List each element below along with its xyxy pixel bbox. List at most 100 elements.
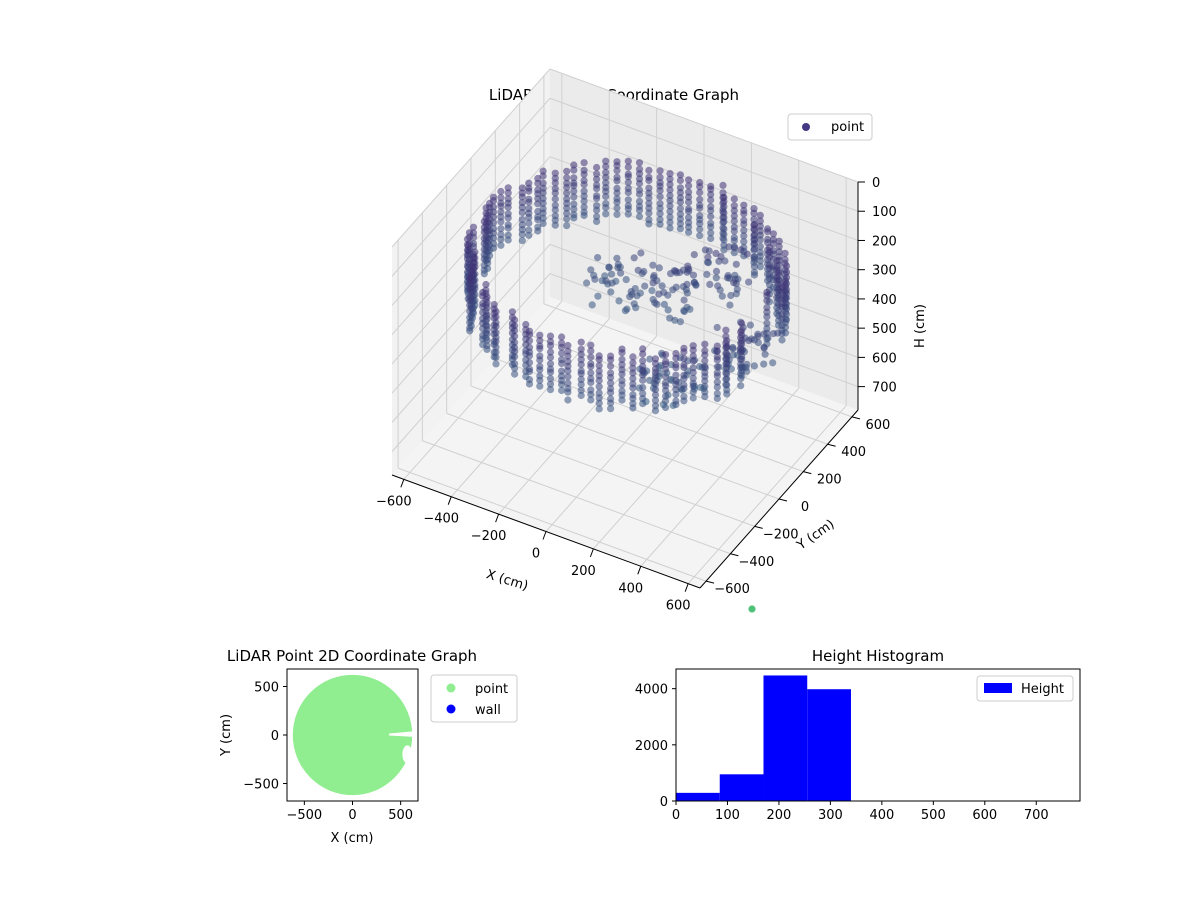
chart-3d-point (480, 270, 488, 278)
chart-3d-point (672, 283, 680, 291)
chart-3d-point (641, 282, 649, 290)
chart-3d-point (696, 220, 704, 228)
chart-3d-point (680, 375, 688, 383)
chart-3d-point (740, 232, 748, 240)
chart-3d-point (497, 202, 505, 210)
chart-3d-point (580, 181, 588, 189)
axis-x-tick-label: 400 (618, 581, 643, 596)
chart-3d-point (707, 229, 715, 237)
chart-3d-point (510, 370, 519, 378)
axis-x-tick (447, 496, 452, 505)
chart-3d-point (633, 292, 641, 300)
chart-histogram-xtick-label: 200 (767, 808, 792, 823)
chart-3d-point (607, 373, 615, 382)
chart-3d-point (782, 262, 791, 270)
axis-x-tick-label: −400 (423, 512, 459, 527)
chart-3d-point (689, 374, 697, 382)
chart-3d-point (525, 213, 533, 221)
chart-3d-point (639, 350, 647, 358)
chart-3d-point (563, 174, 571, 182)
chart-3d-point (618, 370, 626, 378)
chart-3d-point (689, 357, 697, 365)
chart-3d-point (723, 381, 731, 389)
grid-z-back (549, 214, 859, 329)
chart-3d-point (558, 333, 566, 341)
chart-2d-ytick-label: 0 (271, 729, 279, 744)
chart-3d-point (750, 221, 759, 229)
chart-2d-ticks: −500 0 500 −500 0 500 (243, 680, 413, 823)
chart-3d-point (701, 363, 709, 371)
grid-z-back (549, 68, 859, 183)
chart-3d-point (587, 369, 595, 377)
chart-3d-point (712, 267, 721, 275)
chart-3d-point (587, 390, 595, 399)
chart-3d-point (539, 179, 547, 187)
grid-z-left (391, 273, 551, 452)
chart-3d-point (508, 308, 516, 316)
chart-3d-point (720, 197, 728, 205)
grid-y-floor (495, 358, 804, 473)
axis-z-tick-label: 700 (872, 381, 897, 396)
chart-3d-point (563, 204, 571, 212)
chart-3d-point (651, 407, 660, 415)
chart-3d-point (536, 331, 544, 339)
chart-3d-point (730, 279, 738, 287)
chart-3d-point (720, 225, 728, 233)
chart-3d-point (696, 183, 704, 191)
chart-3d-point (539, 189, 547, 197)
chart-3d-point (685, 223, 693, 231)
chart-3d-point (756, 211, 764, 219)
chart-3d-point (760, 360, 768, 368)
chart-3d-point (483, 298, 491, 307)
chart-3d-point (696, 225, 704, 233)
chart-3d-point (666, 186, 674, 194)
chart-3d-point (605, 263, 613, 271)
chart-3d-point (510, 338, 519, 346)
chart-3d-point (570, 205, 578, 213)
chart-histogram-ytick-label: 0 (660, 795, 668, 810)
chart-3d-point (536, 345, 544, 353)
axis-x-tick (542, 531, 547, 540)
chart-3d-point (672, 390, 680, 398)
chart-3d-point (551, 189, 559, 197)
chart-3d-point (602, 157, 610, 165)
chart-3d-point (662, 360, 670, 368)
chart-3d-point (534, 227, 542, 235)
chart-3d-point (525, 198, 533, 206)
chart-3d-point (778, 288, 786, 296)
chart-3d-point (685, 207, 693, 216)
chart-3d-point (662, 403, 670, 412)
chart-3d-point (732, 260, 740, 268)
chart-3d-point (685, 188, 693, 196)
chart-3d-point (717, 253, 725, 261)
chart-3d-point (672, 364, 680, 372)
chart-3d-point (563, 222, 571, 230)
chart-3d-point (635, 159, 644, 167)
chart-3d-point (666, 207, 674, 215)
chart-3d-point (602, 192, 610, 201)
chart-3d-point (645, 184, 653, 192)
chart-3d-point (705, 247, 713, 255)
chart-3d-point (713, 394, 721, 403)
chart-3d-point (737, 334, 745, 342)
chart-3d-point (648, 287, 656, 295)
chart-3d-legend-marker-point (802, 123, 810, 131)
axis-x-tick (400, 479, 405, 488)
chart-3d-point (689, 352, 697, 360)
chart-3d-point (713, 347, 721, 355)
chart-3d-point (723, 363, 731, 371)
chart-3d-point (645, 176, 653, 185)
chart-3d-point (551, 221, 559, 229)
chart-3d-point (580, 170, 588, 178)
chart-3d-point (696, 195, 704, 203)
chart-3d-point (662, 351, 670, 359)
chart-3d-point (750, 362, 759, 370)
grid-z-back (549, 126, 859, 241)
chart-3d-point (639, 357, 647, 365)
chart-3d-grid (391, 68, 859, 584)
chart-3d-point (685, 193, 693, 201)
chart-3d-point (666, 175, 674, 183)
chart-3d-point (580, 159, 588, 167)
chart-3d-point (754, 332, 762, 340)
chart-3d-legend: point (787, 113, 873, 141)
